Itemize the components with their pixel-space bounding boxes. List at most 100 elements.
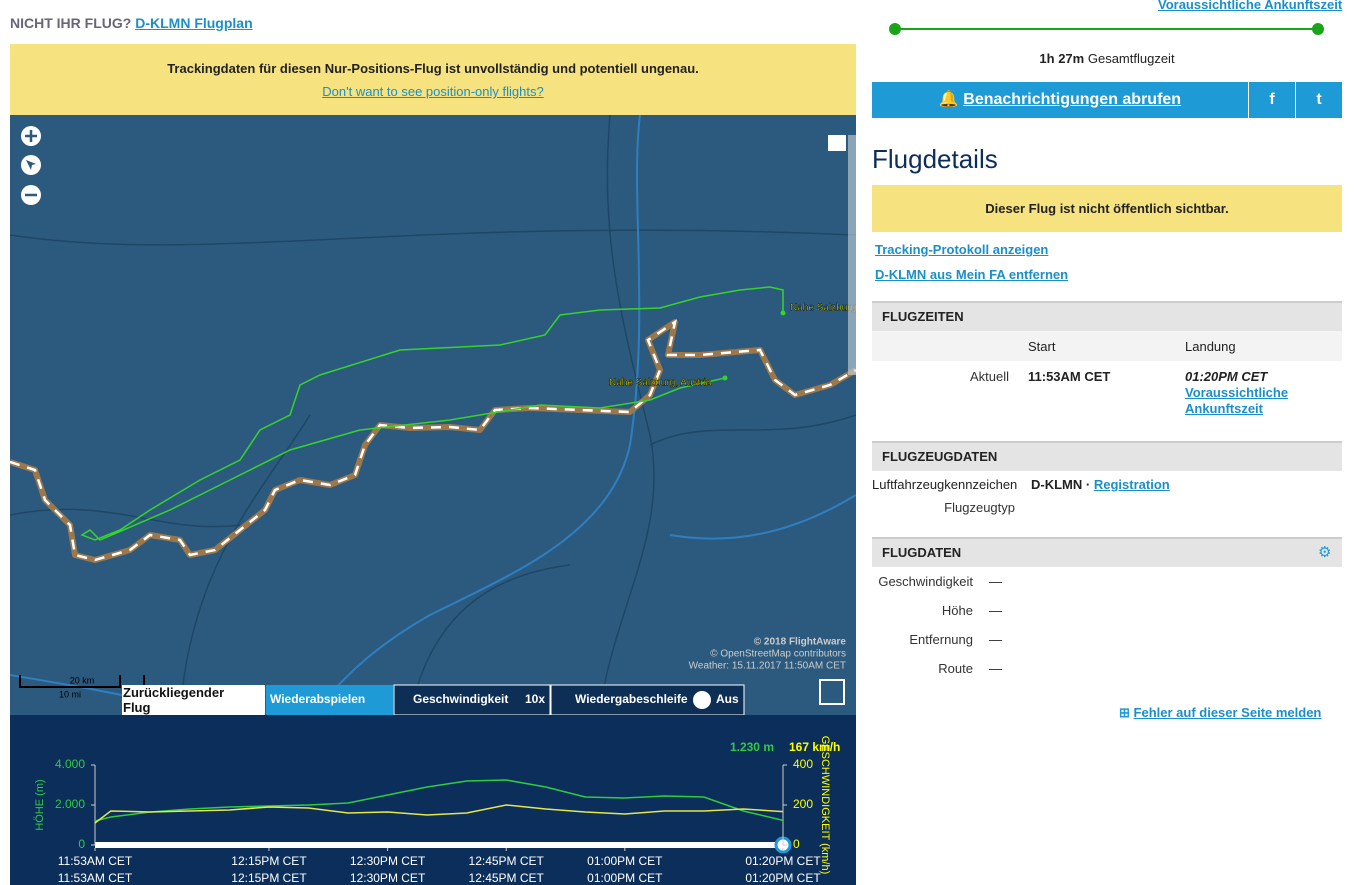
speed: 10x (525, 692, 545, 706)
y-tick-label: 2.000 (55, 797, 85, 811)
chart-bg (10, 715, 856, 885)
y2-tick-label: 400 (793, 757, 813, 771)
x-tick-label: 12:45PM CET (469, 871, 545, 885)
landing-note[interactable]: Voraussichtliche Ankunftszeit (1185, 385, 1289, 416)
layers-button[interactable] (828, 135, 846, 151)
attribution: © OpenStreetMap contributors (710, 649, 846, 660)
attribution: Weather: 15.11.2017 11:50AM CET (689, 661, 846, 672)
attribution: © 2018 FlightAware (754, 637, 847, 648)
progress-bar (95, 842, 783, 848)
x-tick-label: 12:15PM CET (231, 871, 307, 885)
reg-label: Luftfahrzeugkennzeichen (872, 477, 1018, 492)
origin-dot (722, 375, 728, 381)
loop-label: Wiedergabeschleife (575, 692, 688, 706)
fullscreen[interactable] (819, 679, 845, 705)
banner-link[interactable]: Don't want to see position-only flights? (322, 84, 544, 99)
x-tick-label: 01:00PM CET (587, 854, 663, 868)
banner-text: Trackingdaten für diesen Nur-Positions-F… (167, 61, 699, 76)
speed-box[interactable] (393, 684, 551, 715)
row-label: Route (938, 661, 973, 676)
details-title: Flugdetails (872, 144, 998, 174)
header: NICHT IHR FLUG? D-KLMN Flugplan (10, 15, 253, 31)
x-tick-label: 11:53AM CET (58, 871, 133, 885)
loop-toggle[interactable] (693, 691, 711, 709)
notify-button[interactable]: 🔔 Benachrichtigungen abrufen (872, 82, 1248, 118)
flightplan-link[interactable]: D-KLMN Flugplan (135, 15, 253, 31)
notify: Benachrichtigungen abrufen (963, 91, 1182, 108)
scale-km: 20 km (70, 675, 95, 685)
row-label: Entfernung (909, 632, 973, 647)
report-icon: ⊞ (1119, 705, 1130, 720)
series-line (94, 804, 784, 824)
col-landing: Landung (1185, 339, 1236, 354)
settings-icon[interactable]: ⚙ (1318, 544, 1332, 561)
speed-label: Geschwindigkeit (413, 692, 508, 706)
mode-box (122, 685, 265, 715)
x-tick-label: 12:45PM CET (469, 854, 545, 868)
duration-value: 1h 27m (1039, 51, 1085, 66)
landing-time: 01:20PM CET (1185, 369, 1268, 384)
question: NICHT IHR FLUG? (10, 15, 132, 31)
arrival-top: Voraussichtliche Ankunftszeit (1158, 0, 1342, 12)
row-label: Aktuell (969, 369, 1009, 384)
remove-link[interactable]: D-KLMN aus Mein FA entfernen (875, 267, 1069, 282)
y-axis-title: HÖHE (m) (34, 779, 46, 830)
section-header: FLUGDATEN (872, 537, 1342, 567)
row-value: — (989, 603, 1002, 618)
row-label: Geschwindigkeit (878, 574, 973, 589)
scrollbar (848, 135, 856, 375)
replay-button[interactable] (266, 685, 393, 715)
y-tick-label: 4.000 (55, 757, 85, 771)
loop-box[interactable] (550, 684, 745, 715)
report-link[interactable]: Fehler auf dieser Seite melden (1133, 705, 1322, 720)
section-header: FLUGZEITEN (872, 301, 1342, 331)
facebook-button[interactable]: f (1249, 82, 1295, 118)
report: ⊞ Fehler auf dieser Seite melden (1119, 705, 1321, 721)
y-tick-label: 0 (78, 837, 85, 851)
section-header: FLUGZEUGDATEN (872, 441, 1342, 471)
duration: 1h 27m Gesamtflugzeit (872, 51, 1342, 66)
y2-tick-label: 200 (793, 797, 813, 811)
reg-link[interactable]: Registration (1093, 477, 1170, 492)
x-tick-label: 01:20PM CET (745, 871, 821, 885)
x-tick-label: 11:53AM CET (58, 854, 133, 868)
map: Nahe Salzburg, Austria Nahe Salzburg © 2… (10, 115, 856, 715)
mode: Zurückliegender Flug (123, 685, 225, 715)
notice: Dieser Flug ist nicht öffentlich sichtba… (872, 185, 1342, 232)
x-tick-label: 12:30PM CET (350, 854, 426, 868)
replay: Wiederabspielen (270, 692, 365, 706)
row-label: Höhe (941, 603, 973, 618)
zoom-controls[interactable] (21, 126, 41, 205)
start-time: 11:53AM CET (1028, 369, 1111, 384)
row-value: — (989, 574, 1002, 589)
x-tick-label: 12:15PM CET (231, 854, 307, 868)
twitter-button[interactable]: t (1296, 82, 1342, 118)
chart: 1.230 m 167 km/h HÖHE (m) GESCHWINDIGKEI… (10, 715, 856, 885)
origin-label: Nahe Salzburg, Austria (609, 378, 712, 389)
col-start: Start (1028, 339, 1056, 354)
track (80, 286, 784, 541)
tracking-link[interactable]: Tracking-Protokoll anzeigen (875, 242, 1049, 257)
link: Tracking-Protokoll anzeigen (875, 242, 1048, 257)
dest-label: Nahe Salzburg (790, 303, 856, 314)
x-tick-label: 01:20PM CET (745, 854, 821, 868)
loop: Aus (716, 692, 739, 706)
dest-dot (780, 310, 786, 316)
reg-row: D-KLMN · Registration (1031, 477, 1170, 492)
row-value: — (989, 632, 1002, 647)
current-speed: 167 km/h (789, 740, 840, 754)
map-bg (10, 115, 856, 715)
reg: D-KLMN (1031, 477, 1083, 492)
arrival-link[interactable]: Voraussichtliche Ankunftszeit (1158, 0, 1343, 12)
duration-label: Gesamtflugzeit (1087, 51, 1175, 66)
x-tick-label: 01:00PM CET (587, 871, 663, 885)
times-head-row (872, 331, 1342, 361)
scale-mi: 10 mi (59, 689, 81, 699)
y2-axis-title: GESCHWINDIGKEIT (km/h) (819, 736, 831, 875)
current-altitude: 1.230 m (730, 740, 774, 754)
sep: · (1085, 477, 1091, 492)
series-line (94, 779, 784, 822)
progress (889, 23, 1324, 35)
link: D-KLMN aus Mein FA entfernen (875, 267, 1068, 282)
